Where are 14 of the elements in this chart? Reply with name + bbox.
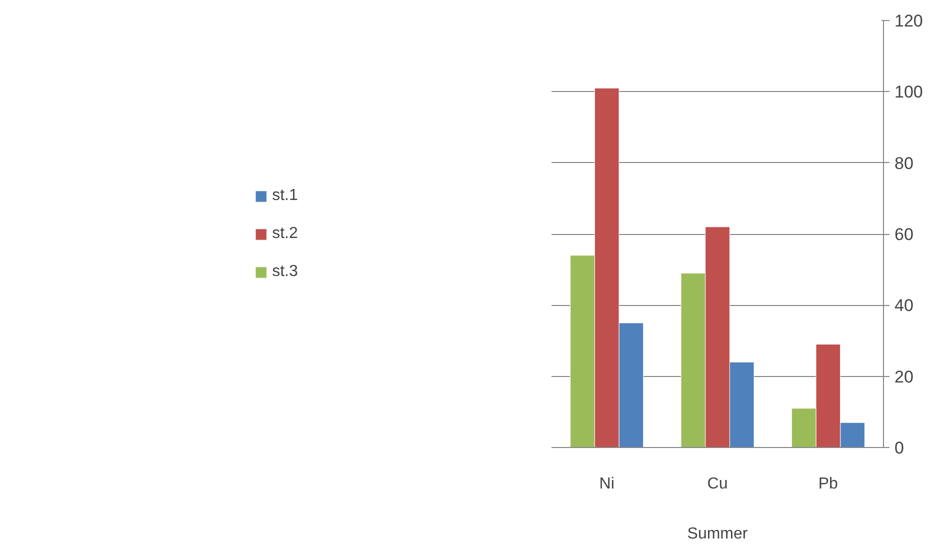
x-tick-label: Ni bbox=[599, 476, 614, 492]
x-axis-title: Summer bbox=[687, 526, 748, 542]
x-tick-label: Cu bbox=[707, 476, 728, 492]
y-tick-label: 20 bbox=[894, 367, 914, 386]
y-tick-label: 120 bbox=[894, 12, 923, 30]
y-tick-label: 40 bbox=[894, 296, 914, 316]
legend-label: st.1 bbox=[272, 186, 298, 204]
y-tick-label: 0 bbox=[894, 438, 904, 458]
legend-label: st.3 bbox=[272, 262, 298, 280]
y-tick-label: 60 bbox=[894, 225, 914, 244]
x-tick-label: Pb bbox=[818, 476, 838, 492]
legend-label: st.2 bbox=[272, 224, 298, 242]
y-tick-label: 100 bbox=[894, 82, 923, 102]
y-tick-label: 80 bbox=[894, 154, 914, 173]
